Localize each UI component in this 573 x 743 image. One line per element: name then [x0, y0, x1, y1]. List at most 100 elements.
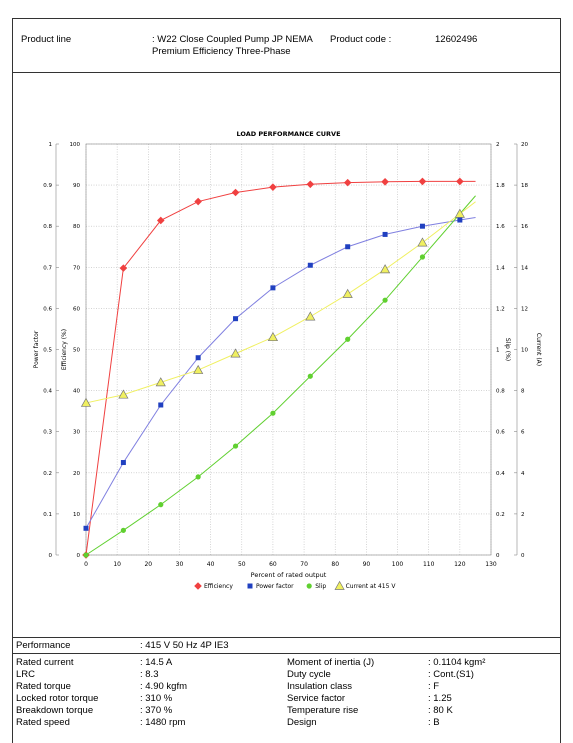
- pf-tick-2: 0.2: [43, 471, 52, 477]
- x-tick-label-1: 10: [113, 561, 121, 568]
- eff-tick-8: 80: [73, 224, 80, 230]
- spec-right-value-5: : B: [428, 717, 440, 728]
- eff-tick-1: 10: [73, 512, 80, 518]
- slip-axis-label: Slip (%): [504, 338, 511, 361]
- series-1-point-2: [158, 402, 164, 408]
- spec-left-value-3: : 310 %: [140, 693, 173, 704]
- legend-marker-3: [334, 580, 345, 590]
- x-tick-label-8: 80: [331, 561, 339, 568]
- series-2-point-7: [345, 336, 351, 342]
- frame-right: [560, 18, 561, 743]
- chart-title: LOAD PERFORMANCE CURVE: [236, 130, 340, 138]
- legend-label-0: Efficiency: [204, 583, 233, 590]
- spec-right-label-0: Moment of inertia (J): [287, 657, 375, 668]
- series-3-point-6: [305, 311, 316, 321]
- spec-left-label-5: Rated speed: [16, 717, 70, 728]
- series-1-point-6: [307, 262, 313, 268]
- series-3-point-0: [80, 397, 92, 407]
- series-0-point-5: [269, 183, 277, 191]
- spec-left-label-1: LRC: [16, 669, 36, 680]
- x-tick-label-0: 0: [84, 561, 88, 568]
- x-tick-label-10: 100: [392, 561, 404, 568]
- series-0-point-6: [306, 180, 315, 189]
- product-line-label: Product line: [21, 34, 72, 45]
- eff-tick-5: 50: [73, 348, 80, 354]
- spec-right-label-1: Duty cycle: [287, 669, 331, 680]
- eff-tick-10: 100: [70, 142, 81, 148]
- x-tick-label-11: 110: [423, 561, 435, 568]
- chart-divider: [12, 637, 561, 638]
- spec-right-value-0: : 0.1104 kgm²: [428, 657, 486, 668]
- x-tick-label-13: 130: [485, 561, 497, 568]
- series-1-point-0: [83, 525, 89, 531]
- cur-tick-1: 2: [521, 512, 525, 518]
- legend-label-2: Slip: [315, 583, 326, 590]
- spec-right-value-4: : 80 K: [428, 705, 453, 716]
- series-1-point-8: [382, 231, 388, 237]
- spec-left-value-5: : 1480 rpm: [140, 717, 186, 728]
- series-3-point-1: [118, 389, 129, 399]
- series-1-point-5: [270, 285, 276, 291]
- series-line-1: [85, 216, 476, 529]
- series-2-point-1: [120, 527, 126, 533]
- series-2-point-6: [307, 373, 313, 379]
- series-2-point-5: [270, 410, 276, 416]
- spec-left-value-2: : 4.90 kgfm: [140, 681, 187, 692]
- eff-tick-2: 20: [73, 471, 80, 477]
- slip-tick-3: 0.6: [496, 430, 505, 436]
- spec-right-value-2: : F: [428, 681, 440, 692]
- x-tick-label-7: 70: [300, 561, 308, 568]
- pf-tick-10: 1: [49, 142, 53, 148]
- spec-left-value-0: : 14.5 A: [140, 657, 173, 668]
- cur-tick-2: 4: [521, 471, 525, 477]
- spec-right-value-1: : Cont.(S1): [428, 669, 474, 680]
- spec-right-value-3: : 1.25: [428, 693, 452, 704]
- series-1-point-9: [419, 223, 425, 229]
- series-0-point-9: [418, 177, 427, 186]
- performance-divider: [12, 653, 561, 654]
- eff-tick-3: 30: [73, 430, 80, 436]
- series-0-point-10: [456, 177, 464, 186]
- series-line-3: [85, 201, 476, 404]
- eff-tick-0: 0: [77, 553, 81, 559]
- cur-tick-6: 12: [521, 306, 528, 312]
- cur-tick-7: 14: [521, 265, 528, 271]
- series-0-point-1: [119, 264, 128, 272]
- product-code-label: Product code :: [330, 34, 392, 45]
- slip-tick-4: 0.8: [496, 389, 505, 395]
- series-2-point-9: [419, 254, 426, 260]
- cur-tick-8: 16: [521, 224, 528, 230]
- x-tick-label-9: 90: [363, 561, 371, 568]
- series-1-point-7: [345, 244, 351, 250]
- frame-left: [12, 18, 13, 743]
- pf-tick-1: 0.1: [43, 512, 52, 518]
- series-2-point-0: [83, 552, 89, 558]
- slip-tick-1: 0.2: [496, 512, 505, 518]
- x-tick-label-2: 20: [144, 561, 152, 568]
- current-axis-label: Current (A): [535, 333, 542, 366]
- cur-tick-3: 6: [521, 430, 525, 436]
- x-tick-label-12: 120: [454, 561, 466, 568]
- series-0-point-3: [194, 197, 202, 206]
- x-tick-label-3: 30: [176, 561, 184, 568]
- series-3-point-4: [230, 348, 241, 358]
- series-3-point-7: [342, 288, 353, 298]
- pf-tick-6: 0.6: [43, 306, 52, 312]
- frame-top: [12, 18, 561, 19]
- eff-tick-4: 40: [73, 389, 80, 395]
- product-code-value: 12602496: [435, 34, 478, 45]
- spec-left-label-2: Rated torque: [16, 681, 71, 692]
- spec-left-label-4: Breakdown torque: [16, 705, 94, 716]
- slip-tick-0: 0: [496, 553, 500, 559]
- series-line-2: [85, 195, 476, 556]
- legend-marker-0: [194, 582, 202, 590]
- slip-tick-6: 1.2: [496, 306, 505, 312]
- spec-left-value-1: : 8.3: [140, 669, 159, 680]
- pf-tick-5: 0.5: [43, 348, 52, 354]
- pf-tick-7: 0.7: [43, 265, 52, 271]
- series-0-point-7: [343, 178, 352, 187]
- eff-tick-6: 60: [73, 306, 80, 312]
- x-tick-label-6: 60: [269, 561, 277, 568]
- performance-label: Performance: [16, 640, 71, 651]
